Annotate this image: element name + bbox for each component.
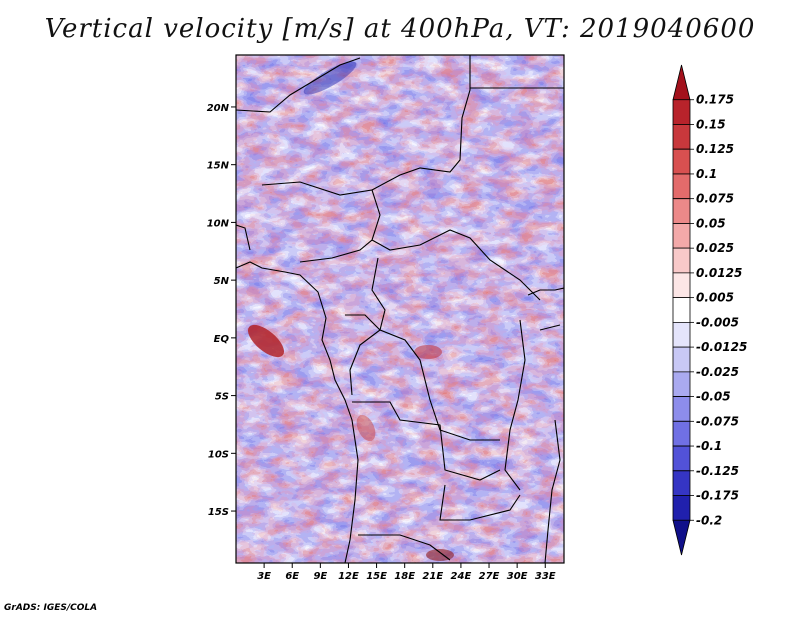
lat-tick-label: 15N <box>207 161 230 172</box>
colorbar-segment <box>672 223 691 249</box>
colorbar-label: 0.125 <box>696 142 734 156</box>
colorbar-label: 0.025 <box>696 241 734 255</box>
colorbar-segment <box>672 371 691 397</box>
map-frame <box>235 54 565 564</box>
strong-ascent-blob <box>247 324 285 358</box>
lon-tick-label: 24E <box>451 571 472 582</box>
lon-tick-label: 15E <box>366 571 387 582</box>
colorbar-label: -0.125 <box>696 464 739 478</box>
colorbar-segment <box>672 321 691 348</box>
colorbar-label: 0.075 <box>696 192 734 206</box>
colorbar-label: 0.005 <box>696 291 734 305</box>
colorbar-segment <box>672 297 691 323</box>
colorbar-segment <box>672 346 691 373</box>
lon-tick-label: 6E <box>285 571 299 582</box>
lon-tick-label: 27E <box>479 571 500 582</box>
colorbar-segment <box>672 124 691 150</box>
colorbar-segment <box>672 99 691 125</box>
border-line <box>236 224 251 251</box>
lake-malawi <box>544 419 561 563</box>
convective-cell <box>414 345 442 359</box>
lat-tick-label: 10N <box>207 218 230 229</box>
west-coastline <box>236 261 359 563</box>
colorbar-label: 0.1 <box>696 167 717 181</box>
colorbar-label: -0.1 <box>696 439 722 453</box>
border-line <box>527 287 564 296</box>
figure-title: Vertical velocity [m/s] at 400hPa, VT: 2… <box>44 14 756 44</box>
border-line <box>358 534 451 561</box>
colorbar-segment <box>672 396 691 422</box>
convective-cell <box>356 414 376 442</box>
grads-credit: GrADS: IGES/COLA <box>4 603 98 613</box>
colorbar-segment <box>672 420 691 447</box>
lon-tick-label: 21E <box>422 571 443 582</box>
colorbar: 0.175 0.15 0.125 0.1 0.075 0.05 0.025 0.0125 0.0… <box>672 64 747 556</box>
border-line <box>236 57 361 113</box>
colorbar-label: -0.075 <box>696 414 739 428</box>
lon-tick-label: 3E <box>257 571 271 582</box>
colorbar-label: 0.05 <box>696 216 726 230</box>
subsidence-band <box>303 61 357 95</box>
lat-tick-label: EQ <box>214 334 230 345</box>
lat-tick-label: 10S <box>208 449 229 460</box>
colorbar-label: -0.0125 <box>696 340 747 354</box>
lat-tick-label: 20N <box>207 103 230 114</box>
coastlines-borders <box>236 55 564 563</box>
latitude-axis: 20N 15N 10N 5N EQ 5S 10S 15S <box>207 103 236 518</box>
border-line <box>371 55 471 191</box>
border-line <box>539 324 561 331</box>
longitude-axis: 3E 6E 9E 12E 15E 18E 21E 24E 27E 30E 33E <box>257 563 556 582</box>
border-line <box>261 181 381 263</box>
lon-tick-label: 33E <box>535 571 556 582</box>
border-line <box>439 484 521 521</box>
colorbar-label: -0.175 <box>696 489 739 503</box>
lake-tanganyika <box>504 319 526 491</box>
colorbar-label: -0.05 <box>696 390 731 404</box>
lon-tick-label: 12E <box>338 571 359 582</box>
border-line <box>352 401 501 481</box>
colorbar-segment <box>672 495 691 521</box>
colorbar-segment <box>672 198 691 224</box>
lon-tick-label: 18E <box>394 571 415 582</box>
colorbar-segment <box>672 247 691 274</box>
colorbar-label: -0.005 <box>696 315 739 329</box>
colorbar-label: 0.15 <box>696 117 726 131</box>
lat-tick-label: 15S <box>208 507 229 518</box>
velocity-field <box>236 55 564 563</box>
lat-tick-label: 5N <box>214 276 230 287</box>
colorbar-segment <box>672 64 691 101</box>
lon-tick-label: 30E <box>507 571 528 582</box>
colorbar-segment <box>672 470 691 496</box>
border-line <box>371 229 541 301</box>
colorbar-label: -0.025 <box>696 365 739 379</box>
colorbar-segment <box>672 445 691 472</box>
colorbar-label: -0.2 <box>696 513 722 527</box>
colorbar-segment <box>672 148 691 175</box>
colorbar-segment <box>672 519 691 556</box>
colorbar-label: 0.175 <box>696 93 734 107</box>
colorbar-segment <box>672 173 691 200</box>
border-line <box>345 314 500 441</box>
colorbar-label: 0.0125 <box>696 266 742 280</box>
colorbar-segment <box>672 272 691 299</box>
lat-tick-label: 5S <box>215 392 229 403</box>
lon-tick-label: 9E <box>313 571 327 582</box>
